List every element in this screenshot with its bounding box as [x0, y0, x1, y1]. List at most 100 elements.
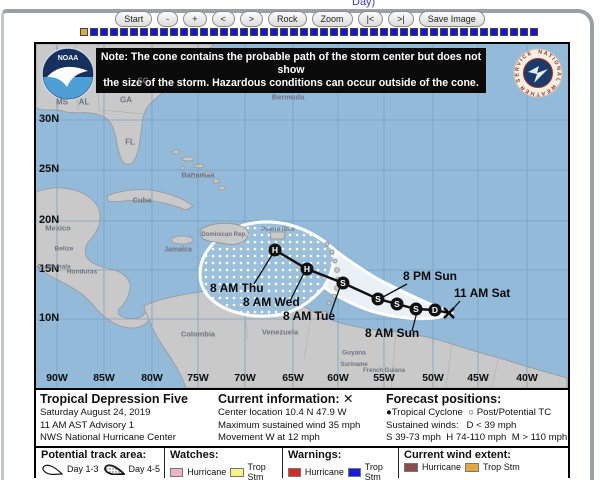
frame-square[interactable] [260, 28, 268, 36]
frame-square[interactable] [460, 28, 468, 36]
leader-line [253, 254, 273, 285]
toolbar-button-zoom[interactable]: Zoom [311, 11, 353, 27]
frame-square[interactable] [450, 28, 458, 36]
frame-square[interactable] [140, 28, 148, 36]
lon-label-80W: 80W [141, 372, 163, 384]
frame-square[interactable] [390, 28, 398, 36]
frame-square[interactable] [170, 28, 178, 36]
frame-square[interactable] [280, 28, 288, 36]
place-label-guatemala: Guatemala [37, 263, 71, 271]
frame-square[interactable] [210, 28, 218, 36]
frame-square[interactable] [220, 28, 228, 36]
leader-line [382, 283, 408, 298]
frame-square[interactable] [340, 28, 348, 36]
land-mexico-central-america [36, 187, 151, 329]
trop-storm-watch-label: Trop Stm [247, 462, 266, 480]
frame-square[interactable] [490, 28, 498, 36]
day4-5-cone-icon [103, 464, 125, 475]
place-label-al: AL [78, 97, 90, 107]
toolbar-button-[interactable]: >| [388, 11, 414, 27]
toolbar-button-save-image[interactable]: Save Image [418, 11, 485, 27]
frame-square[interactable] [120, 28, 128, 36]
lat-label-15N: 15N [39, 263, 60, 275]
forecast-point-letter: H [272, 245, 278, 255]
frame-square[interactable] [160, 28, 168, 36]
wind-extent-title: Current wind extent: [404, 449, 511, 461]
hurricane-warning-label: Hurricane [304, 467, 344, 477]
toolbar-button-[interactable]: < [211, 11, 235, 27]
frame-square[interactable] [190, 28, 198, 36]
sustained-winds-label: Sustained winds: [386, 419, 459, 431]
max-wind: Maximum sustained wind 35 mph [218, 419, 361, 431]
frame-square[interactable] [350, 28, 358, 36]
hurricane-wind-extent-label: Hurricane [422, 462, 462, 472]
frame-square[interactable] [250, 28, 258, 36]
time-label: 8 AM Tue [283, 309, 335, 323]
storm-issuer: NWS National Hurricane Center [40, 432, 176, 444]
tc-label: Tropical Cyclone [391, 407, 463, 418]
toolbar-button-start[interactable]: Start [115, 11, 153, 27]
forecast-point-H [268, 243, 282, 257]
toolbar-button-[interactable]: |< [357, 11, 384, 27]
frame-square[interactable] [110, 28, 118, 36]
animation-frame-strip[interactable] [80, 28, 560, 36]
frame-square[interactable] [510, 28, 518, 36]
frame-square[interactable] [360, 28, 368, 36]
forecast-point-letter: S [340, 278, 346, 288]
frame-square[interactable] [530, 28, 538, 36]
frame-square[interactable] [330, 28, 338, 36]
toolbar-button-[interactable]: > [239, 11, 264, 27]
frame-square[interactable] [520, 28, 528, 36]
frame-square[interactable] [130, 28, 138, 36]
frame-square[interactable] [370, 28, 378, 36]
frame-square[interactable] [430, 28, 438, 36]
time-label: 8 PM Sun [403, 269, 457, 283]
frame-square[interactable] [300, 28, 308, 36]
land-puerto-rico [269, 231, 286, 240]
wind-cat-d: D < 39 mph [466, 419, 517, 431]
frame-square[interactable] [480, 28, 488, 36]
frame-square[interactable] [200, 28, 208, 36]
forecast-point-letter: S [375, 294, 381, 304]
toolbar-button-[interactable]: - [157, 11, 179, 27]
day1-3-cone-icon [42, 464, 63, 475]
place-label-mexico: Mexico [45, 223, 71, 233]
frame-square[interactable] [180, 28, 188, 36]
frame-square[interactable] [320, 28, 328, 36]
forecast-point-letter: H [304, 264, 310, 274]
frame-square[interactable] [410, 28, 418, 36]
wind-cat-s: S 39-73 mph [386, 432, 441, 444]
frame-square[interactable] [290, 28, 298, 36]
frame-square[interactable] [400, 28, 408, 36]
trop-storm-wind-extent-label: Trop Stm [483, 462, 520, 472]
frame-square[interactable] [500, 28, 508, 36]
place-label-fl: FL [125, 137, 135, 147]
frame-square-selected[interactable] [80, 28, 88, 36]
forecast-point-letter: S [394, 299, 400, 309]
movement: Movement W at 12 mph [218, 432, 320, 444]
land-trinidad [317, 310, 329, 320]
trop-storm-warning-swatch [347, 467, 361, 477]
frame-square[interactable] [230, 28, 238, 36]
frame-square[interactable] [470, 28, 478, 36]
toolbar-button-[interactable]: + [183, 11, 207, 27]
frame-square[interactable] [420, 28, 428, 36]
lon-label-40W: 40W [516, 372, 538, 384]
day1-3-label: Day 1-3 [67, 463, 99, 474]
place-label-suriname: Suriname [340, 362, 368, 368]
frame-square[interactable] [240, 28, 248, 36]
frame-square[interactable] [270, 28, 278, 36]
frame-square[interactable] [380, 28, 388, 36]
day-link[interactable]: Day) [352, 0, 376, 8]
frame-square[interactable] [440, 28, 448, 36]
place-label-ga: GA [120, 95, 132, 105]
frame-square[interactable] [150, 28, 158, 36]
current-position-marker: ✕ [343, 392, 354, 406]
frame-square[interactable] [100, 28, 108, 36]
lat-label-25N: 25N [39, 163, 60, 175]
frame-square[interactable] [90, 28, 98, 36]
place-label-sc: SC [137, 76, 149, 86]
frame-square[interactable] [310, 28, 318, 36]
toolbar-button-rock[interactable]: Rock [268, 11, 307, 27]
